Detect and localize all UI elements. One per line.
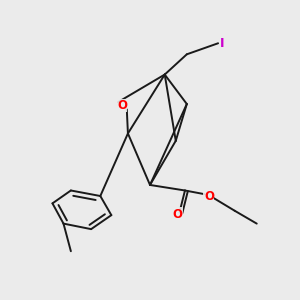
Text: O: O [204,190,214,202]
Text: I: I [220,37,224,50]
Text: O: O [172,208,183,221]
Text: O: O [117,99,128,112]
